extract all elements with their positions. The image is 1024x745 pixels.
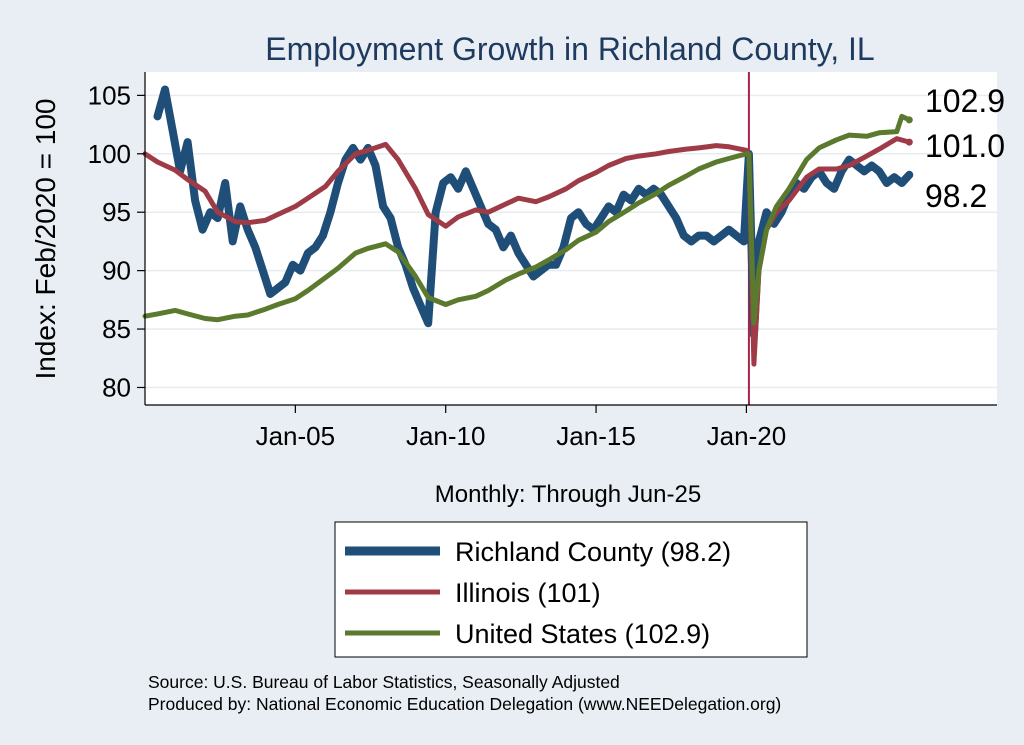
legend-label-illinois: Illinois (101) <box>455 578 601 608</box>
x-tick-label-Jan-05: Jan-05 <box>256 421 336 451</box>
y-tick-label-100: 100 <box>88 139 131 169</box>
series-line-united-states <box>142 113 912 326</box>
series-end-point-richland <box>905 171 913 179</box>
end-point-layer <box>905 116 913 179</box>
plot-area <box>145 72 997 405</box>
y-tick-label-105: 105 <box>88 80 131 110</box>
legend-label-united-states: United States (102.9) <box>455 619 710 649</box>
y-tick-label-80: 80 <box>102 372 131 402</box>
chart-title: Employment Growth in Richland County, IL <box>265 31 874 67</box>
series-end-point-united-states <box>905 116 913 124</box>
end-label-richland: 98.2 <box>925 178 987 214</box>
series-end-point-illinois <box>905 138 913 146</box>
source-note: Source: U.S. Bureau of Labor Statistics,… <box>148 672 620 692</box>
x-tick-label-Jan-10: Jan-10 <box>406 421 486 451</box>
x-axis-title: Monthly: Through Jun-25 <box>435 481 701 508</box>
series-layer <box>142 85 914 367</box>
y-axis-title: Index: Feb/2020 = 100 <box>30 99 61 380</box>
y-tick-label-95: 95 <box>102 197 131 227</box>
end-label-united-states: 102.9 <box>925 83 1005 119</box>
legend: Richland County (98.2) Illinois (101) Un… <box>334 521 808 658</box>
y-tick-label-90: 90 <box>102 256 131 286</box>
y-tick-label-85: 85 <box>102 314 131 344</box>
x-tick-label-Jan-20: Jan-20 <box>707 421 787 451</box>
y-tick-layer: 80 85 90 95 100 105 <box>88 80 145 402</box>
end-label-illinois: 101.0 <box>925 128 1005 164</box>
x-tick-label-Jan-15: Jan-15 <box>556 421 636 451</box>
legend-label-richland: Richland County (98.2) <box>455 537 731 567</box>
producer-note: Produced by: National Economic Education… <box>148 694 781 714</box>
x-tick-layer: Jan-05 Jan-10 Jan-15 Jan-20 <box>256 405 787 451</box>
